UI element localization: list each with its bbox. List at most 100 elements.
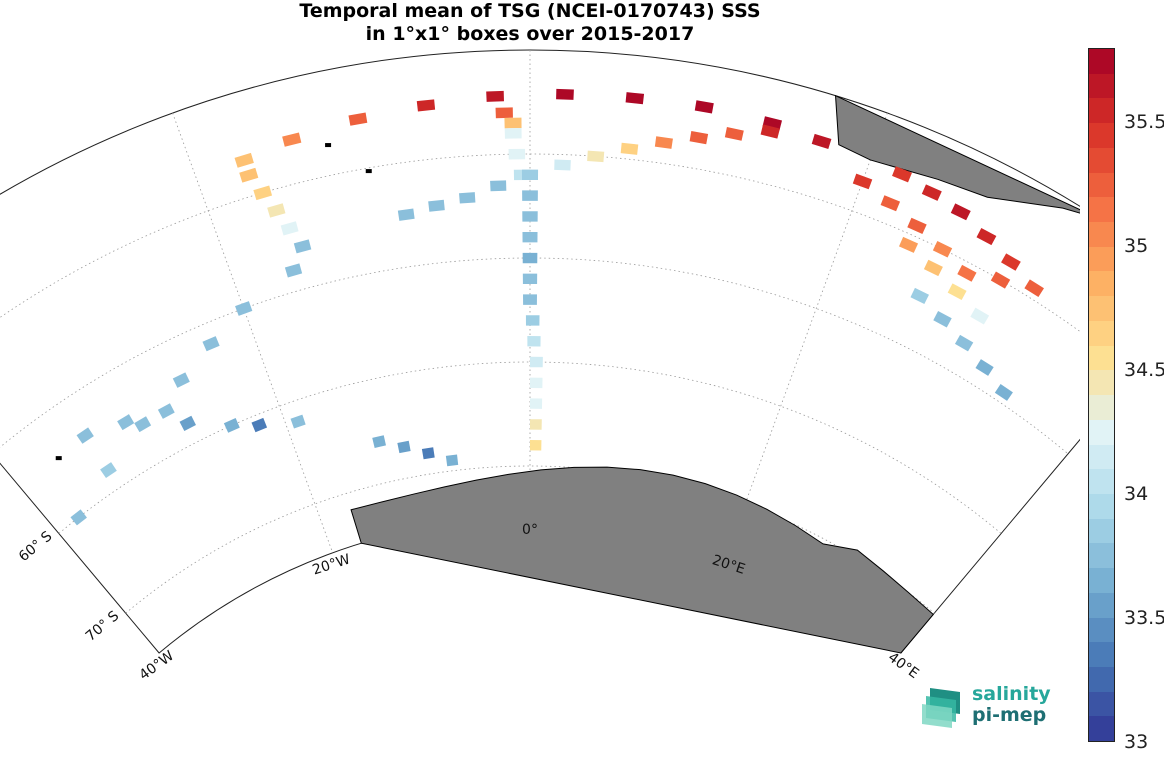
sss-cell xyxy=(587,150,605,163)
lat-label: 60° S xyxy=(16,528,56,565)
colorbar-tick-label: 33 xyxy=(1124,731,1149,753)
colorbar-segment xyxy=(1089,716,1114,742)
sss-cells xyxy=(70,88,1044,526)
sss-cell xyxy=(1024,279,1044,297)
colorbar-segment xyxy=(1089,592,1114,618)
colorbar-segment xyxy=(1089,222,1114,247)
sss-cell xyxy=(689,131,709,145)
colorbar-segment xyxy=(1089,493,1114,519)
colorbar-segment xyxy=(1089,469,1114,494)
colorbar-tick-label: 33.5 xyxy=(1124,607,1164,630)
sss-cell xyxy=(117,414,135,431)
colorbar-tick-label: 35 xyxy=(1124,235,1149,258)
sss-cell xyxy=(527,336,541,347)
sss-cell xyxy=(172,372,190,388)
colorbar-segment xyxy=(1089,617,1114,643)
sss-cell xyxy=(525,315,540,326)
sss-cell xyxy=(933,311,952,328)
map-plot: 30° S40° S50° S60° S70° S40°W20°W0°20°E4… xyxy=(0,49,1080,684)
sss-cell xyxy=(522,273,538,285)
sss-cell xyxy=(932,240,953,258)
sss-cell xyxy=(445,454,459,467)
sss-cell xyxy=(522,211,538,222)
sss-cell xyxy=(253,185,273,201)
sss-cell xyxy=(994,384,1013,401)
sss-cell xyxy=(282,132,302,147)
sss-cell xyxy=(530,419,542,430)
lon-label: 0° xyxy=(522,522,538,538)
sss-cell xyxy=(504,128,522,139)
sss-cell xyxy=(556,88,574,100)
sss-cell xyxy=(990,271,1011,289)
sss-cell xyxy=(134,416,152,433)
colorbar-segment xyxy=(1089,543,1114,569)
sss-cell xyxy=(880,195,901,212)
colorbar-segment xyxy=(1089,73,1114,99)
sss-cell xyxy=(530,398,543,409)
sss-cell xyxy=(957,264,977,282)
sss-cell xyxy=(293,239,312,254)
sss-cell xyxy=(910,287,929,305)
sss-cell xyxy=(290,414,306,429)
colorbar-segment xyxy=(1089,147,1114,173)
sss-cell xyxy=(976,228,997,246)
logo-line-2: pi-mep xyxy=(972,704,1047,726)
sss-cell xyxy=(70,509,87,526)
colorbar-segment xyxy=(1089,691,1114,717)
logo-wave-icon xyxy=(922,688,960,728)
sss-cell xyxy=(76,427,94,444)
sss-cell xyxy=(554,159,571,171)
sss-cell xyxy=(234,152,254,168)
track-meridian-line xyxy=(495,107,543,451)
sss-cell xyxy=(907,217,927,234)
figure-title: Temporal mean of TSG (NCEI-0170743) SSS … xyxy=(0,0,1060,46)
sss-cell xyxy=(508,148,526,160)
track-agulhas-region xyxy=(852,166,1044,401)
island-land xyxy=(365,169,372,174)
colorbar-segment xyxy=(1089,370,1114,396)
track-weddell-box xyxy=(372,435,459,467)
colorbar-segment xyxy=(1089,246,1114,272)
colorbar-segment xyxy=(1089,444,1114,470)
sss-cell xyxy=(522,252,538,264)
colorbar-segment xyxy=(1089,123,1114,148)
colorbar-segment xyxy=(1089,642,1114,667)
sss-cell xyxy=(522,232,538,243)
sss-cell xyxy=(811,133,832,149)
colorbar-tick-label: 35.5 xyxy=(1124,111,1164,134)
sss-cell xyxy=(975,359,994,376)
sss-cell xyxy=(852,173,873,190)
meridian-line xyxy=(172,112,334,553)
sss-cell xyxy=(530,440,542,451)
sss-cell xyxy=(947,283,967,301)
sss-cell xyxy=(530,356,543,368)
colorbar-segment xyxy=(1089,271,1114,297)
sss-cell xyxy=(397,440,411,454)
colorbar-segment xyxy=(1089,296,1114,321)
colorbar-segment xyxy=(1089,419,1114,445)
colorbar-segment xyxy=(1089,98,1114,124)
salinity-pi-mep-logo: salinity pi-mep xyxy=(920,684,1060,730)
sss-cell xyxy=(251,417,268,433)
sss-cell xyxy=(421,447,435,460)
sss-cell xyxy=(694,100,714,114)
sss-cell xyxy=(372,435,386,448)
colorbar-tick-label: 34.5 xyxy=(1124,359,1164,382)
colorbar-segment xyxy=(1089,345,1114,371)
logo-line-1: salinity xyxy=(972,683,1051,705)
sss-cell xyxy=(495,107,513,119)
sss-cell xyxy=(620,142,639,155)
sss-cell xyxy=(654,136,673,149)
track-scotia-south-georgia xyxy=(76,403,306,444)
island-land xyxy=(55,456,62,461)
colorbar-segment xyxy=(1089,49,1114,74)
sss-cell xyxy=(504,117,522,129)
sss-cell xyxy=(459,192,476,204)
colorbar-segment xyxy=(1089,172,1114,198)
sss-cell xyxy=(530,377,543,389)
colorbar-segment xyxy=(1089,568,1114,593)
sss-cell xyxy=(239,167,259,183)
sss-cell xyxy=(280,221,299,236)
track-western-leg xyxy=(70,167,312,526)
lon-label: 40°E xyxy=(885,649,922,682)
